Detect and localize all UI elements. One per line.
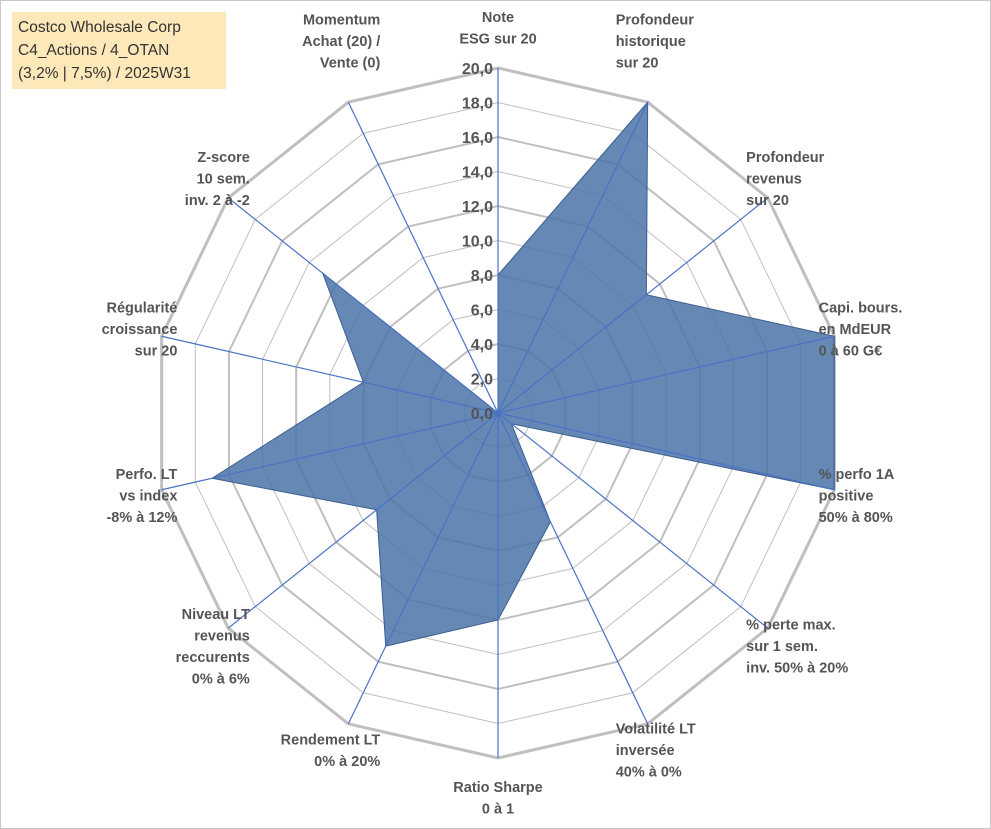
axis-label-9: Niveau LT revenus reccurents 0% à 6%: [176, 607, 250, 688]
title-line-category: C4_Actions / 4_OTAN: [18, 42, 170, 59]
axis-label-line: Volatilité LT: [616, 722, 696, 738]
axis-label-line: inversée: [616, 743, 675, 759]
axis-layer: [161, 68, 835, 758]
axis-label-line: Ratio Sharpe: [453, 780, 542, 796]
axis-spoke-10: [161, 412, 499, 491]
axis-label-7: Ratio Sharpe 0 à 1: [453, 780, 542, 818]
axis-label-line: 10 sem.: [197, 171, 250, 187]
axis-label-0: Note ESG sur 20: [459, 10, 536, 48]
axis-label-line: inv. 50% à 20%: [746, 661, 848, 677]
axis-label-line: Note: [482, 10, 514, 26]
axis-spoke-6: [497, 412, 649, 725]
tick-label: 8,0: [471, 268, 493, 285]
axis-label-10: Perfo. LT vs index -8% à 12%: [106, 467, 177, 526]
axis-label-line: Z-score: [197, 150, 249, 166]
axis-label-line: sur 20: [746, 193, 789, 209]
axis-label-line: reccurents: [176, 650, 250, 666]
axis-label-line: revenus: [746, 171, 802, 187]
axis-label-line: vs index: [119, 489, 177, 505]
axis-label-line: Vente (0): [320, 56, 381, 72]
title-box: Costco Wholesale Corp C4_Actions / 4_OTA…: [12, 12, 226, 89]
axis-label-line: Capi. bours.: [819, 300, 903, 316]
axis-label-4: % perfo 1A positive 50% à 80%: [819, 467, 895, 526]
tick-label: 4,0: [471, 337, 493, 354]
series-layer: [210, 100, 835, 647]
axis-label-11: Régularité croissance sur 20: [102, 300, 178, 359]
axis-spoke-4: [497, 412, 835, 491]
axis-label-13: Momentum Achat (20) / Vente (0): [302, 13, 380, 72]
axis-label-line: 0 à 1: [482, 802, 514, 818]
axis-label-line: sur 20: [616, 56, 659, 72]
axis-label-line: Régularité: [106, 300, 177, 316]
axis-label-line: Momentum: [303, 13, 380, 29]
tick-label: 20,0: [462, 61, 493, 78]
axis-label-line: sur 20: [135, 343, 178, 359]
axis-label-line: % perte max.: [746, 618, 835, 634]
tick-label: 12,0: [462, 199, 493, 216]
axis-label-line: inv. 2 à -2: [185, 193, 250, 209]
axis-labels: Note ESG sur 20 Profondeur historique sur 20…: [102, 10, 903, 818]
axis-label-line: croissance: [102, 322, 178, 338]
axis-label-8: Rendement LT 0% à 20%: [281, 732, 381, 770]
axis-spoke-9: [227, 412, 499, 629]
tick-label: 0,0: [471, 406, 493, 423]
axis-label-line: ESG sur 20: [459, 32, 536, 48]
axis-label-line: Rendement LT: [281, 732, 381, 748]
tick-label: 18,0: [462, 96, 493, 113]
axis-label-line: Perfo. LT: [116, 467, 178, 483]
axis-label-3: Capi. bours. en MdEUR 0 à 60 G€: [819, 300, 903, 359]
axis-spoke-13: [347, 101, 499, 414]
axis-label-line: Profondeur: [616, 13, 694, 29]
axis-spoke-8: [347, 412, 499, 725]
axis-label-line: 0% à 20%: [314, 754, 380, 770]
axis-spoke-2: [497, 197, 769, 414]
tick-labels: 0,0 2,0 4,0 6,0 8,0 10,0 12,0 14,0 16,0 18,0 20,0: [462, 61, 493, 423]
axis-label-1: Profondeur historique sur 20: [616, 13, 694, 72]
tick-label: 2,0: [471, 372, 493, 389]
axis-label-line: 50% à 80%: [819, 510, 893, 526]
axis-spoke-11: [161, 335, 499, 414]
tick-label: 14,0: [462, 165, 493, 182]
axis-label-line: % perfo 1A: [819, 467, 895, 483]
axis-label-line: 40% à 0%: [616, 765, 682, 781]
axis-label-line: Niveau LT: [182, 607, 250, 623]
series-area: [210, 100, 835, 647]
axis-spoke-3: [497, 335, 835, 414]
axis-spoke-1: [497, 101, 649, 414]
axis-label-5: % perte max. sur 1 sem. inv. 50% à 20%: [746, 618, 848, 677]
title-line-rates: (3,2% | 7,5%) / 2025W31: [18, 65, 191, 82]
tick-label: 16,0: [462, 130, 493, 147]
tick-label: 6,0: [471, 303, 493, 320]
axis-label-line: 0% à 6%: [192, 671, 250, 687]
axis-label-line: revenus: [194, 628, 250, 644]
axis-label-line: sur 1 sem.: [746, 639, 818, 655]
tick-label: 10,0: [462, 234, 493, 251]
axis-label-12: Z-score 10 sem. inv. 2 à -2: [185, 150, 250, 209]
axis-label-2: Profondeur revenus sur 20: [746, 150, 824, 209]
axis-label-line: -8% à 12%: [106, 510, 177, 526]
axis-label-line: positive: [819, 489, 874, 505]
title-line-company: Costco Wholesale Corp: [18, 19, 181, 36]
axis-label-line: Achat (20) /: [302, 34, 380, 50]
axis-label-line: Profondeur: [746, 150, 824, 166]
axis-label-line: historique: [616, 34, 686, 50]
axis-label-6: Volatilité LT inversée 40% à 0%: [616, 722, 696, 781]
axis-spoke-5: [497, 412, 769, 629]
axis-label-line: en MdEUR: [819, 322, 892, 338]
axis-label-line: 0 à 60 G€: [819, 343, 883, 359]
axis-spoke-12: [227, 197, 499, 414]
